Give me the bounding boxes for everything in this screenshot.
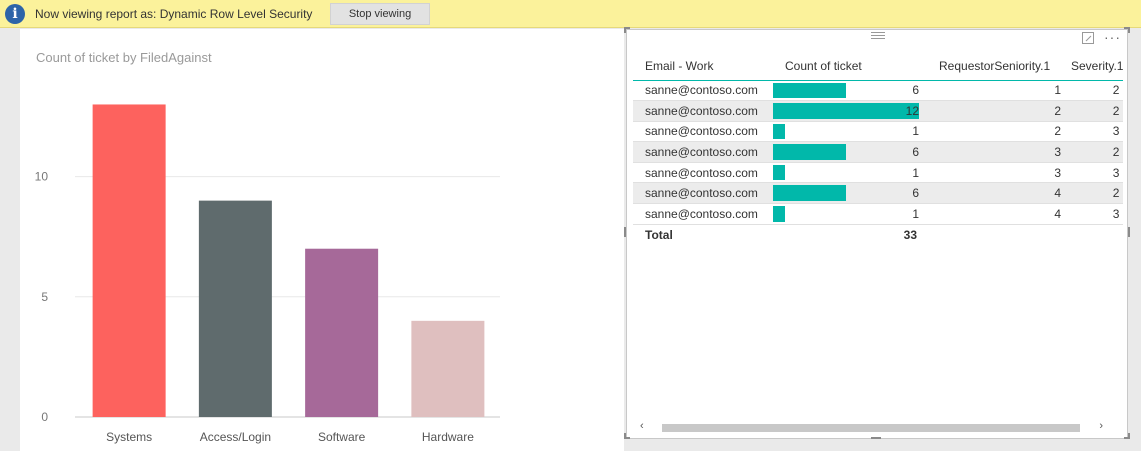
cell-seniority: 3 [921,162,1065,184]
cell-severity: 3 [1065,203,1124,225]
info-icon: i [5,4,25,24]
data-bar [773,103,919,119]
table-visual[interactable]: ··· Email - Work Count of ticket Request… [626,29,1128,439]
cell-email: sanne@contoso.com [633,203,773,225]
resize-handle-bottom-left-v[interactable] [624,433,626,439]
cell-count: 1 [773,203,921,225]
data-table: Email - Work Count of ticket RequestorSe… [633,53,1124,247]
cell-count: 12 [773,100,921,122]
x-tick-label: Systems [106,430,152,444]
bar-chart: 0 5 10 Systems Access/Login Software Hardware [35,104,500,444]
banner-text: Now viewing report as: Dynamic Row Level… [35,7,313,21]
table-header-row: Email - Work Count of ticket RequestorSe… [633,53,1124,81]
cell-email: sanne@contoso.com [633,182,773,205]
cell-severity: 3 [1065,121,1124,143]
table-row[interactable]: sanne@contoso.com 6 1 2 [633,80,1124,102]
cell-severity: 2 [1065,100,1124,122]
data-bar [773,164,785,181]
bar-access-login[interactable] [198,200,272,417]
drag-grip-icon[interactable] [871,32,885,40]
cell-severity: 2 [1065,141,1124,163]
canvas-margin [0,29,20,451]
stop-viewing-button[interactable]: Stop viewing [330,3,430,25]
cell-email: sanne@contoso.com [633,80,773,102]
resize-handle-top-left[interactable] [624,27,630,29]
resize-handle-bottom[interactable] [871,437,881,439]
column-header-severity[interactable]: Severity.1 [1065,53,1124,81]
cell-seniority: 3 [921,141,1065,163]
cell-count: 6 [773,80,921,102]
data-bar [773,206,785,222]
x-tick-label: Hardware [422,430,474,444]
total-severity [1065,223,1124,247]
column-header-email[interactable]: Email - Work [633,53,773,81]
scrollbar-thumb[interactable] [662,424,1080,432]
cell-severity: 2 [1065,80,1124,102]
cell-count-value: 6 [912,83,919,98]
resize-handle-bottom-right[interactable] [1124,437,1130,439]
horizontal-scrollbar[interactable]: ‹ › [635,420,1111,433]
cell-email: sanne@contoso.com [633,100,773,122]
cell-email: sanne@contoso.com [633,141,773,163]
table-row[interactable]: sanne@contoso.com 6 4 2 [633,182,1124,205]
cell-seniority: 2 [921,100,1065,122]
cell-count: 6 [773,182,921,205]
resize-handle-top-right-v[interactable] [1128,27,1130,33]
table-row[interactable]: sanne@contoso.com 12 2 2 [633,100,1124,122]
chart-title: Count of ticket by FiledAgainst [36,50,212,65]
y-tick-label: 10 [35,170,49,184]
cell-email: sanne@contoso.com [633,121,773,143]
cell-count: 1 [773,121,921,143]
cell-email: sanne@contoso.com [633,162,773,184]
cell-seniority: 4 [921,203,1065,225]
total-seniority [921,223,1065,247]
cell-count-value: 1 [912,165,919,180]
data-bar [773,144,846,160]
resize-handle-left[interactable] [624,227,626,237]
x-tick-label: Access/Login [200,430,271,444]
bar-systems[interactable] [92,104,166,417]
bar-software[interactable] [305,248,379,417]
resize-handle-bottom-left[interactable] [624,437,630,439]
cell-severity: 3 [1065,162,1124,184]
scroll-left-icon[interactable]: ‹ [640,420,644,432]
total-count: 33 [773,223,921,247]
table-row[interactable]: sanne@contoso.com 6 3 2 [633,141,1124,163]
cell-seniority: 4 [921,182,1065,205]
bar-chart-visual[interactable]: Count of ticket by FiledAgainst 0 5 10 Syst… [20,29,624,451]
column-header-count[interactable]: Count of ticket [773,53,921,81]
resize-handle-right[interactable] [1128,227,1130,237]
cell-count-value: 6 [912,186,919,201]
data-bar [773,123,785,140]
y-tick-label: 5 [41,290,48,304]
cell-count-value: 6 [912,145,919,160]
data-bar [773,82,846,99]
y-tick-label: 0 [41,410,48,424]
cell-seniority: 1 [921,80,1065,102]
resize-handle-bottom-right-v[interactable] [1128,433,1130,439]
table-row[interactable]: sanne@contoso.com 1 3 3 [633,162,1124,184]
resize-handle-top-left-v[interactable] [624,27,626,33]
total-label: Total [633,223,773,247]
cell-count: 1 [773,162,921,184]
cell-severity: 2 [1065,182,1124,205]
rls-banner: i Now viewing report as: Dynamic Row Lev… [0,0,1141,28]
resize-handle-top-right[interactable] [1124,27,1130,29]
cell-count-value: 12 [905,103,919,118]
more-options-icon[interactable]: ··· [1104,29,1121,45]
cell-count: 6 [773,141,921,163]
column-header-seniority[interactable]: RequestorSeniority.1 [921,53,1065,81]
data-bar [773,185,846,202]
scroll-right-icon[interactable]: › [1099,420,1103,432]
x-tick-label: Software [318,430,366,444]
cell-count-value: 1 [912,206,919,221]
cell-seniority: 2 [921,121,1065,143]
focus-mode-icon[interactable] [1082,32,1094,44]
bar-hardware[interactable] [411,320,485,417]
table-row[interactable]: sanne@contoso.com 1 4 3 [633,203,1124,225]
cell-count-value: 1 [912,124,919,139]
total-row: Total 33 [633,223,1124,247]
table-row[interactable]: sanne@contoso.com 1 2 3 [633,121,1124,143]
